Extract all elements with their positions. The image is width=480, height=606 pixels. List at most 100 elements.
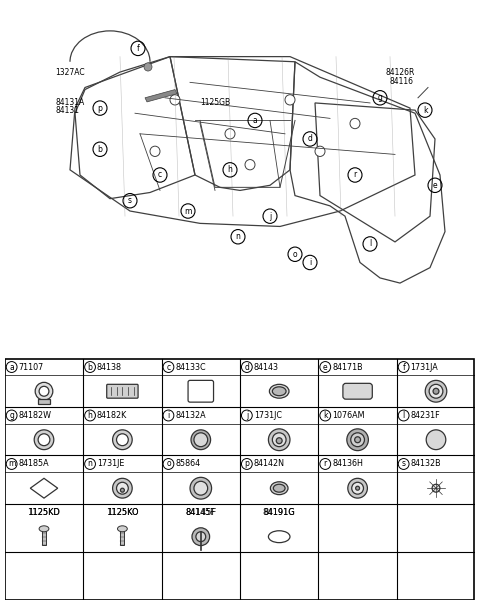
Text: 1125KO: 1125KO: [107, 508, 138, 517]
Text: e: e: [432, 181, 437, 190]
Text: 84191G: 84191G: [264, 508, 295, 517]
Circle shape: [347, 429, 368, 451]
Circle shape: [268, 429, 290, 451]
Text: 84126R: 84126R: [385, 68, 414, 77]
Circle shape: [225, 128, 235, 139]
Circle shape: [170, 95, 180, 105]
FancyBboxPatch shape: [343, 384, 372, 399]
Text: 1125GB: 1125GB: [200, 98, 230, 107]
Text: 1731JC: 1731JC: [254, 411, 282, 420]
Text: h: h: [88, 411, 93, 420]
Ellipse shape: [39, 526, 49, 531]
Circle shape: [429, 384, 443, 398]
Text: p: p: [244, 459, 249, 468]
Circle shape: [245, 159, 255, 170]
Text: b: b: [97, 145, 102, 154]
Text: 84132A: 84132A: [175, 411, 206, 420]
Circle shape: [433, 388, 439, 395]
Circle shape: [191, 430, 211, 450]
Circle shape: [194, 433, 208, 447]
Circle shape: [276, 438, 282, 444]
Circle shape: [150, 146, 160, 156]
Text: 84171B: 84171B: [332, 362, 363, 371]
Circle shape: [196, 531, 206, 542]
Ellipse shape: [272, 387, 286, 396]
Text: m: m: [8, 459, 15, 468]
Circle shape: [194, 481, 208, 495]
Circle shape: [117, 434, 128, 445]
Circle shape: [35, 382, 53, 400]
Text: 85864: 85864: [175, 459, 201, 468]
FancyBboxPatch shape: [107, 384, 138, 398]
Text: 71107: 71107: [19, 362, 44, 371]
Circle shape: [144, 63, 152, 71]
Ellipse shape: [118, 526, 127, 531]
Circle shape: [356, 486, 360, 490]
Circle shape: [355, 437, 360, 443]
Text: 1125KD: 1125KD: [28, 508, 60, 517]
Circle shape: [315, 146, 325, 156]
Text: s: s: [402, 459, 406, 468]
Text: a: a: [9, 362, 14, 371]
Text: e: e: [323, 362, 327, 371]
Text: k: k: [423, 105, 427, 115]
Text: b: b: [88, 362, 93, 371]
Text: 84145F: 84145F: [186, 508, 216, 517]
Ellipse shape: [273, 484, 285, 492]
Text: o: o: [166, 459, 171, 468]
Bar: [38, 399, 50, 404]
Text: 84116: 84116: [390, 78, 414, 87]
Text: k: k: [323, 411, 327, 420]
Text: 84182W: 84182W: [19, 411, 51, 420]
Bar: [120, 529, 124, 545]
Text: 1327AC: 1327AC: [55, 68, 84, 77]
Text: l: l: [369, 239, 371, 248]
Text: 84185A: 84185A: [19, 459, 49, 468]
Text: 84182K: 84182K: [97, 411, 127, 420]
Circle shape: [38, 434, 50, 445]
Text: d: d: [308, 135, 312, 144]
Circle shape: [348, 478, 367, 498]
Circle shape: [117, 482, 128, 494]
Circle shape: [425, 381, 447, 402]
Text: 1125KO: 1125KO: [106, 508, 139, 517]
Text: d: d: [244, 362, 249, 371]
Text: o: o: [293, 250, 297, 259]
Text: a: a: [252, 116, 257, 125]
Text: j: j: [269, 211, 271, 221]
Bar: [42, 529, 46, 545]
Text: 84138: 84138: [97, 362, 122, 371]
Polygon shape: [145, 90, 177, 102]
Text: s: s: [128, 196, 132, 205]
Text: r: r: [324, 459, 327, 468]
Circle shape: [39, 386, 49, 396]
Text: 84133C: 84133C: [175, 362, 206, 371]
Text: g: g: [9, 411, 14, 420]
Text: 84145F: 84145F: [185, 508, 216, 517]
Text: r: r: [353, 170, 357, 179]
Text: 1731JE: 1731JE: [97, 459, 124, 468]
Circle shape: [113, 478, 132, 498]
Text: j: j: [246, 411, 248, 420]
Text: 84136H: 84136H: [332, 459, 363, 468]
Text: 84131: 84131: [55, 106, 79, 115]
Text: c: c: [158, 170, 162, 179]
Text: 1076AM: 1076AM: [332, 411, 365, 420]
Text: 84132B: 84132B: [410, 459, 441, 468]
Text: p: p: [97, 104, 102, 113]
Text: l: l: [403, 411, 405, 420]
Circle shape: [113, 430, 132, 450]
Circle shape: [350, 118, 360, 128]
Circle shape: [432, 484, 440, 492]
Text: 84131A: 84131A: [55, 98, 84, 107]
Circle shape: [285, 95, 295, 105]
Circle shape: [190, 478, 212, 499]
Circle shape: [120, 488, 124, 492]
Circle shape: [351, 433, 364, 447]
Text: f: f: [137, 44, 139, 53]
Text: i: i: [309, 258, 311, 267]
Text: g: g: [378, 93, 383, 102]
Text: 84231F: 84231F: [410, 411, 440, 420]
Ellipse shape: [269, 384, 289, 398]
Text: n: n: [236, 232, 240, 241]
